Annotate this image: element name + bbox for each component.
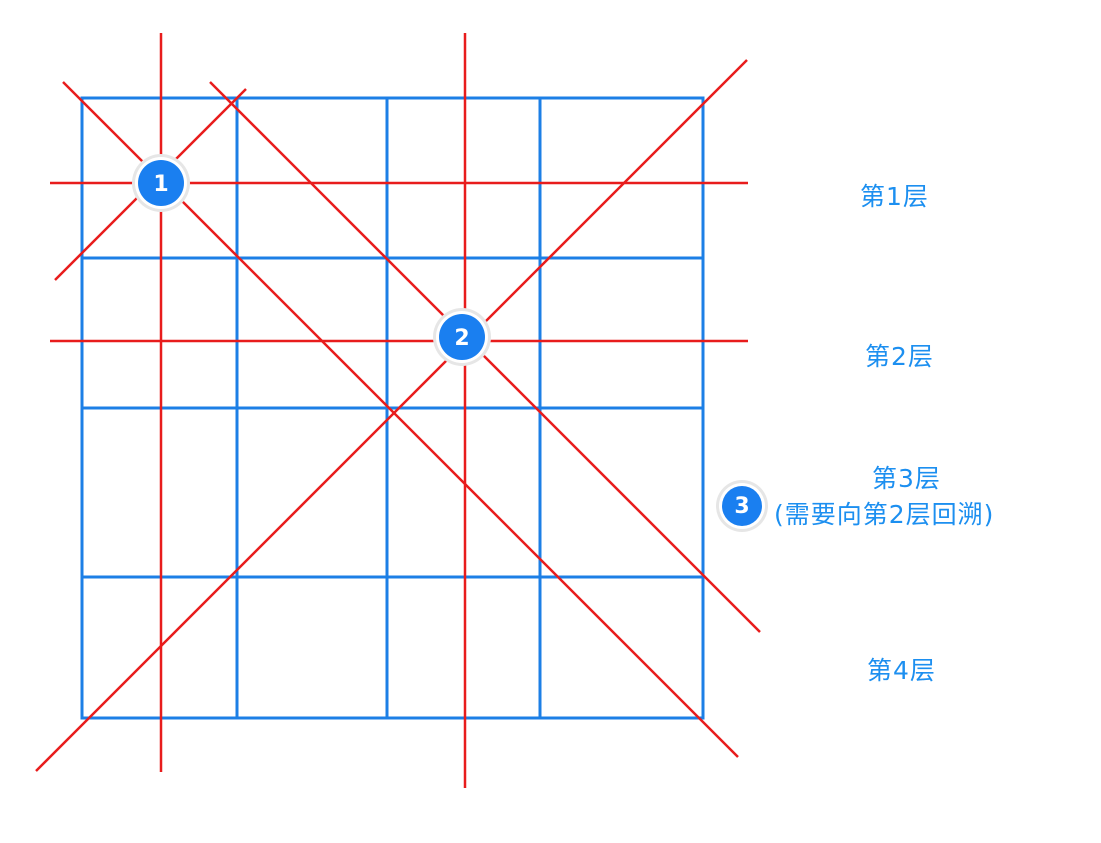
badge-2: 2 <box>433 308 491 366</box>
badge-1-number: 1 <box>153 172 168 197</box>
badge-2-number: 2 <box>454 326 469 351</box>
queen-2-diagonal-line <box>209 81 761 633</box>
board-grid <box>80 96 705 720</box>
layer-label-3: 第3层 <box>872 464 941 493</box>
badge-3: 3 <box>716 480 768 532</box>
backtrack-note: (需要向第2层回溯) <box>774 500 995 529</box>
layer-label-4: 第4层 <box>867 656 936 685</box>
badge-3-number: 3 <box>734 494 749 519</box>
layer-label-2: 第2层 <box>865 342 934 371</box>
queen-2-attack-lines <box>35 33 761 788</box>
queen-1-attack-lines <box>50 33 748 772</box>
layer-label-1: 第1层 <box>860 182 929 211</box>
badge-1: 1 <box>132 154 190 212</box>
queen-2-antidiagonal-line <box>35 59 748 772</box>
